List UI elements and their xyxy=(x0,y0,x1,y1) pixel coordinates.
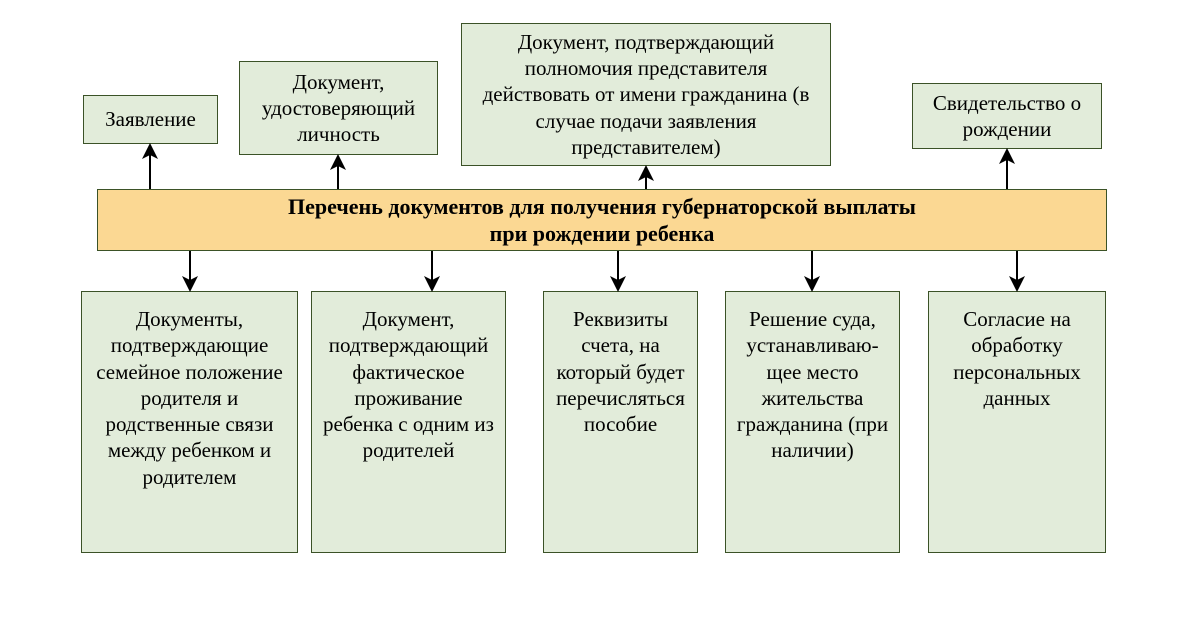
node-account-details: Реквизиты счета, на который будет перечи… xyxy=(543,291,698,553)
node-id-document: Документ, удостоверяющий личность xyxy=(239,61,438,155)
node-residence-doc: Документ, подтверждающий фактическое про… xyxy=(311,291,506,553)
node-birth-certificate: Свидетельство о рождении xyxy=(912,83,1102,149)
node-consent: Согласие на обработку персональных данны… xyxy=(928,291,1106,553)
node-family-status-docs: Документы, подтверждающие семейное полож… xyxy=(81,291,298,553)
central-box: Перечень документов для получения губерн… xyxy=(97,189,1107,251)
node-court-decision: Решение суда, устанавливаю­щее место жит… xyxy=(725,291,900,553)
node-authority-document: Документ, подтверждающий полномочия пред… xyxy=(461,23,831,166)
node-application: Заявление xyxy=(83,95,218,144)
diagram-stage: Перечень документов для получения губерн… xyxy=(0,0,1200,617)
